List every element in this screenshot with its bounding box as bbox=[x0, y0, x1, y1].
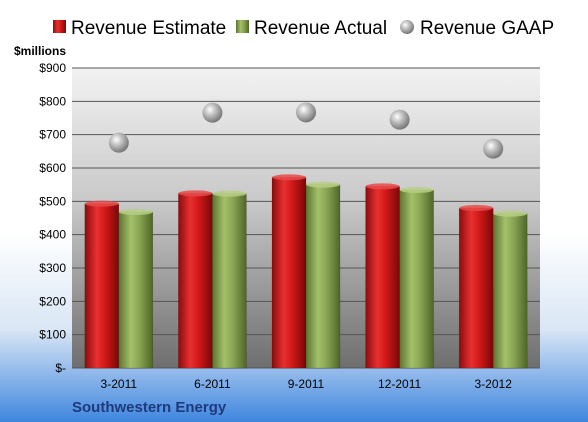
bar-revenue-actual bbox=[212, 193, 247, 369]
bar-revenue-actual-cap bbox=[212, 190, 247, 197]
bar-revenue-estimate bbox=[178, 193, 213, 369]
y-tick-label: $600 bbox=[39, 161, 66, 175]
bar-revenue-actual bbox=[399, 189, 434, 369]
marker-revenue-gaap bbox=[108, 132, 129, 153]
legend-label-estimate: Revenue Estimate bbox=[71, 18, 226, 39]
x-tick-label: 3-2011 bbox=[101, 377, 138, 391]
legend-swatch-actual bbox=[236, 20, 249, 33]
bar-revenue-actual-cap bbox=[118, 209, 153, 215]
y-tick-label: $200 bbox=[39, 294, 66, 308]
x-axis-tick-labels: 3-2011 6-2011 9-2011 12-2011 3-2012 bbox=[101, 377, 513, 391]
legend-item-revenue-gaap: Revenue GAAP bbox=[400, 18, 554, 39]
y-axis-label: $millions bbox=[14, 44, 66, 58]
legend-item-revenue-estimate: Revenue Estimate bbox=[53, 18, 226, 39]
y-tick-label: $- bbox=[55, 361, 66, 375]
bar-revenue-estimate-cap bbox=[365, 183, 400, 190]
x-tick-label: 12-2011 bbox=[378, 377, 421, 391]
bars bbox=[84, 174, 528, 369]
bar-revenue-estimate bbox=[271, 177, 307, 369]
bar-revenue-estimate-cap bbox=[272, 174, 306, 181]
bar-revenue-estimate bbox=[458, 207, 494, 369]
x-tick-label: 9-2011 bbox=[288, 377, 325, 391]
bar-revenue-estimate-cap bbox=[178, 190, 213, 197]
bar-revenue-estimate bbox=[365, 186, 400, 369]
y-axis-tick-labels: $- $100 $200 $300 $400 $500 $600 $700 $800 $900 bbox=[39, 61, 66, 375]
legend-item-revenue-actual: Revenue Actual bbox=[236, 18, 387, 39]
bar-revenue-estimate-cap bbox=[84, 200, 119, 207]
bar-revenue-actual bbox=[118, 211, 154, 369]
marker-revenue-gaap bbox=[389, 109, 410, 130]
legend-label-actual: Revenue Actual bbox=[254, 18, 387, 39]
marker-revenue-gaap bbox=[296, 102, 316, 123]
bar-revenue-actual-cap bbox=[399, 187, 434, 193]
y-tick-label: $700 bbox=[39, 128, 66, 142]
y-tick-label: $900 bbox=[39, 61, 66, 75]
legend-label-gaap: Revenue GAAP bbox=[420, 18, 554, 39]
bar-revenue-actual bbox=[492, 213, 528, 369]
bar-revenue-actual bbox=[305, 184, 341, 369]
company-name: Southwestern Energy bbox=[72, 399, 227, 416]
bar-revenue-estimate bbox=[84, 203, 120, 369]
bar-revenue-actual-cap bbox=[306, 181, 340, 188]
y-tick-label: $800 bbox=[39, 94, 66, 108]
y-tick-label: $500 bbox=[39, 194, 66, 208]
x-tick-label: 6-2011 bbox=[194, 377, 231, 391]
y-tick-label: $100 bbox=[39, 328, 66, 342]
legend-swatch-estimate bbox=[53, 20, 66, 33]
marker-revenue-gaap bbox=[202, 102, 223, 123]
y-tick-label: $300 bbox=[39, 261, 66, 275]
y-tick-label: $400 bbox=[39, 228, 66, 242]
marker-revenue-gaap bbox=[483, 138, 504, 159]
bar-revenue-estimate-cap bbox=[459, 205, 494, 211]
gaap-markers bbox=[108, 102, 504, 159]
legend: Revenue Estimate Revenue Actual Revenue … bbox=[53, 18, 554, 39]
legend-swatch-gaap bbox=[400, 20, 414, 34]
x-tick-label: 3-2012 bbox=[475, 377, 513, 391]
bar-revenue-actual-cap bbox=[493, 210, 528, 217]
